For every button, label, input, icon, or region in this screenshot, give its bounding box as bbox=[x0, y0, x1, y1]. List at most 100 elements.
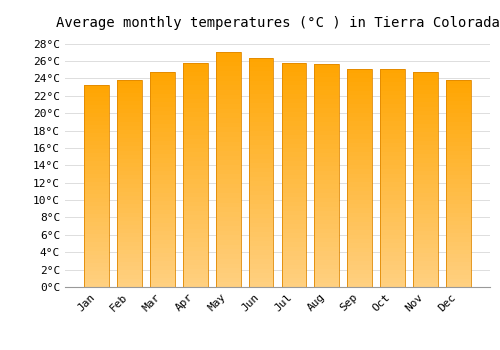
Bar bbox=[248, 259, 274, 264]
Bar bbox=[216, 52, 240, 57]
Bar bbox=[216, 52, 240, 287]
Bar bbox=[348, 213, 372, 217]
Bar bbox=[380, 130, 405, 134]
Bar bbox=[348, 248, 372, 252]
Bar bbox=[348, 257, 372, 261]
Bar bbox=[216, 264, 240, 268]
Bar bbox=[348, 265, 372, 270]
Bar bbox=[282, 148, 306, 153]
Bar bbox=[150, 85, 174, 90]
Bar bbox=[348, 82, 372, 86]
Bar bbox=[282, 265, 306, 269]
Bar bbox=[380, 73, 405, 78]
Bar bbox=[314, 131, 339, 135]
Bar bbox=[348, 104, 372, 108]
Bar bbox=[282, 134, 306, 139]
Bar bbox=[117, 117, 142, 121]
Bar bbox=[380, 91, 405, 95]
Bar bbox=[150, 81, 174, 85]
Bar bbox=[282, 269, 306, 274]
Bar bbox=[413, 197, 438, 201]
Bar bbox=[446, 121, 470, 126]
Bar bbox=[117, 241, 142, 246]
Bar bbox=[446, 262, 470, 266]
Bar bbox=[413, 115, 438, 120]
Bar bbox=[413, 162, 438, 167]
Bar bbox=[150, 111, 174, 115]
Bar bbox=[117, 212, 142, 217]
Bar bbox=[117, 163, 142, 167]
Bar bbox=[314, 117, 339, 122]
Bar bbox=[348, 126, 372, 130]
Bar bbox=[183, 63, 208, 67]
Bar bbox=[150, 193, 174, 197]
Bar bbox=[380, 121, 405, 126]
Bar bbox=[282, 139, 306, 144]
Bar bbox=[216, 80, 240, 85]
Bar bbox=[348, 134, 372, 139]
Bar bbox=[314, 108, 339, 113]
Bar bbox=[84, 222, 109, 226]
Bar bbox=[150, 283, 174, 287]
Bar bbox=[380, 165, 405, 169]
Bar bbox=[446, 117, 470, 121]
Bar bbox=[380, 243, 405, 248]
Bar bbox=[413, 128, 438, 132]
Bar bbox=[216, 268, 240, 273]
Bar bbox=[216, 151, 240, 156]
Bar bbox=[248, 232, 274, 237]
Bar bbox=[446, 266, 470, 271]
Bar bbox=[446, 246, 470, 250]
Bar bbox=[84, 198, 109, 202]
Bar bbox=[248, 104, 274, 108]
Bar bbox=[446, 275, 470, 279]
Bar bbox=[117, 130, 142, 134]
Bar bbox=[314, 122, 339, 126]
Bar bbox=[314, 211, 339, 216]
Bar bbox=[117, 225, 142, 229]
Bar bbox=[216, 99, 240, 104]
Bar bbox=[183, 188, 208, 193]
Bar bbox=[348, 161, 372, 165]
Bar bbox=[348, 252, 372, 257]
Bar bbox=[413, 240, 438, 244]
Bar bbox=[216, 179, 240, 184]
Bar bbox=[348, 283, 372, 287]
Bar bbox=[413, 103, 438, 107]
Bar bbox=[117, 208, 142, 212]
Bar bbox=[150, 150, 174, 154]
Bar bbox=[150, 274, 174, 278]
Bar bbox=[150, 145, 174, 150]
Bar bbox=[348, 200, 372, 204]
Bar bbox=[183, 148, 208, 153]
Bar bbox=[117, 167, 142, 171]
Bar bbox=[413, 171, 438, 175]
Bar bbox=[314, 171, 339, 175]
Bar bbox=[348, 121, 372, 126]
Bar bbox=[348, 108, 372, 112]
Bar bbox=[348, 143, 372, 147]
Bar bbox=[84, 259, 109, 263]
Bar bbox=[446, 188, 470, 192]
Bar bbox=[380, 112, 405, 117]
Bar bbox=[150, 257, 174, 261]
Bar bbox=[348, 69, 372, 73]
Bar bbox=[446, 80, 470, 84]
Bar bbox=[183, 99, 208, 103]
Bar bbox=[84, 271, 109, 275]
Bar bbox=[216, 240, 240, 245]
Bar bbox=[216, 146, 240, 151]
Bar bbox=[348, 78, 372, 82]
Bar bbox=[117, 89, 142, 93]
Bar bbox=[348, 156, 372, 161]
Bar bbox=[282, 63, 306, 287]
Bar bbox=[84, 117, 109, 121]
Bar bbox=[314, 233, 339, 238]
Bar bbox=[84, 251, 109, 254]
Bar bbox=[348, 178, 372, 182]
Bar bbox=[282, 247, 306, 251]
Bar bbox=[314, 274, 339, 278]
Bar bbox=[84, 226, 109, 230]
Bar bbox=[117, 283, 142, 287]
Bar bbox=[150, 205, 174, 210]
